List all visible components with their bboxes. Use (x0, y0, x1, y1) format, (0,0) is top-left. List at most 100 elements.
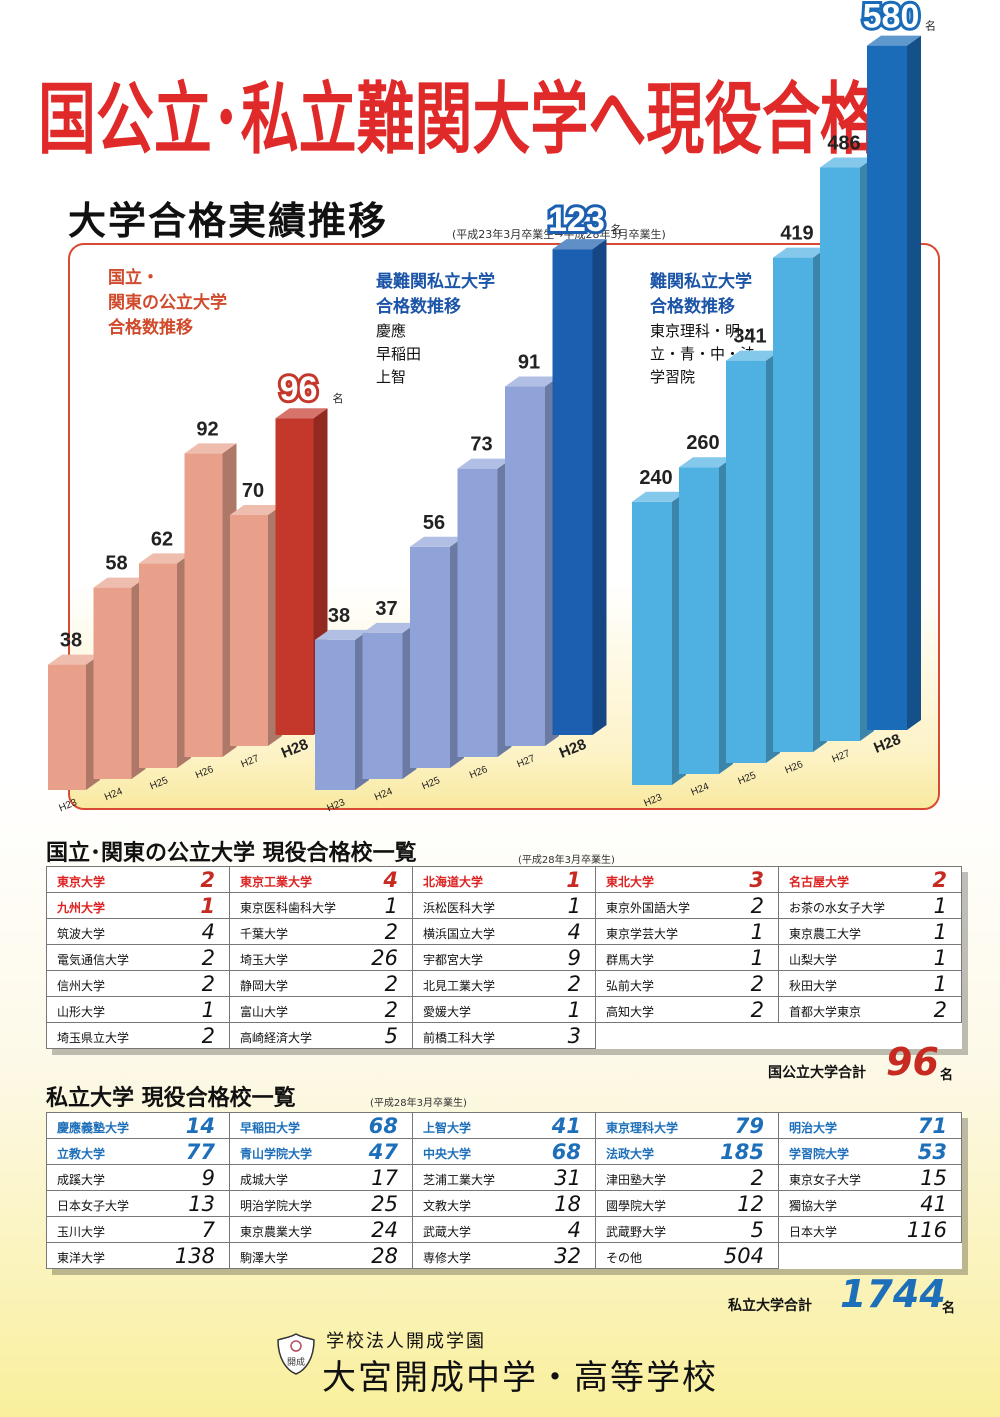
pass-count: 17 (371, 1166, 398, 1190)
university-name: 芝浦工業大学 (423, 1173, 496, 1187)
table-cell: 東洋大学 138 (47, 1243, 230, 1269)
university-name: 前橋工科大学 (423, 1031, 496, 1045)
pass-count: 5 (384, 1024, 398, 1048)
table-cell: 芝浦工業大学 31 (413, 1165, 596, 1191)
university-name: 日本女子大学 (57, 1199, 130, 1213)
bar (315, 629, 369, 790)
data-label: 38 (60, 630, 82, 652)
pass-count: 1 (384, 894, 398, 918)
pass-count: 71 (917, 1114, 947, 1138)
bar-front (139, 563, 177, 768)
university-name: 明治学院大学 (240, 1199, 313, 1213)
university-name: 静岡大学 (240, 979, 289, 993)
bar-front (632, 501, 672, 785)
pass-count: 1 (567, 894, 581, 918)
tick-label: H27 (830, 748, 852, 765)
table-cell: 東京大学 2 (47, 867, 230, 893)
data-label: 123 (548, 201, 605, 239)
table-cell: 東北大学 3 (596, 867, 779, 893)
table-cell: 青山学院大学 47 (230, 1139, 413, 1165)
university-name: 信州大学 (57, 979, 106, 993)
pass-count: 2 (201, 972, 215, 996)
pass-count: 32 (554, 1244, 581, 1268)
pass-count: 12 (737, 1192, 764, 1216)
table-cell: 成城大学 17 (230, 1165, 413, 1191)
table-cell: 群馬大学 1 (596, 945, 779, 971)
bar-group-2: 240 H23 260 H24 341 H25 419 H26 486 H27 580 名 H28 (632, 0, 936, 809)
table-cell: 筑波大学 4 (47, 919, 230, 945)
tick-label: H25 (148, 775, 170, 792)
pass-count: 14 (185, 1114, 215, 1138)
table-cell: 北見工業大学 2 (413, 971, 596, 997)
table-cell: 横浜国立大学 4 (413, 919, 596, 945)
university-name: 東京農工大学 (789, 927, 862, 941)
group-sub-top-private: 慶應 早稲田 上智 (376, 320, 421, 389)
table-cell: 日本大学 116 (779, 1217, 962, 1243)
tick-label: H28 (557, 736, 589, 762)
tick-label: H27 (515, 753, 537, 770)
university-name: 富山大学 (240, 1005, 289, 1019)
university-name: 成蹊大学 (57, 1173, 106, 1187)
table-cell: 埼玉県立大学 2 (47, 1023, 230, 1049)
bar (48, 654, 100, 790)
table-cell: 中央大学 68 (413, 1139, 596, 1165)
bar-top (362, 622, 417, 633)
tick-label: H26 (783, 759, 805, 776)
table-cell: 文教大学 18 (413, 1191, 596, 1217)
university-name: 専修大学 (423, 1251, 472, 1265)
pass-count: 9 (201, 1166, 215, 1190)
data-label: 580 (863, 0, 920, 36)
university-name: 青山学院大学 (240, 1147, 313, 1161)
university-name: 九州大学 (57, 901, 106, 915)
school-corporation: 学校法人開成学園 (326, 1331, 486, 1352)
bar (726, 350, 780, 763)
label-line: 合格数推移 (650, 297, 735, 317)
university-name: 津田塾大学 (606, 1173, 667, 1187)
pass-count: 41 (551, 1114, 581, 1138)
bar-top (679, 457, 733, 468)
bar-front (726, 360, 766, 763)
table-cell: 明治学院大学 25 (230, 1191, 413, 1217)
university-name: 日本大学 (789, 1225, 838, 1239)
data-label: 58 (105, 553, 127, 575)
university-name: 北海道大学 (423, 875, 484, 889)
pass-count: 1 (201, 998, 215, 1022)
university-name: 國學院大学 (606, 1199, 667, 1213)
table-cell: 武蔵野大学 5 (596, 1217, 779, 1243)
pass-count: 1 (933, 920, 947, 944)
bar-front (93, 587, 132, 779)
table-cell: 東京医科歯科大学 1 (230, 893, 413, 919)
unit-label: 名 (611, 222, 622, 236)
university-name: 東京農業大学 (240, 1225, 313, 1239)
pass-count: 1 (567, 998, 581, 1022)
university-name: 東京理科大学 (606, 1121, 679, 1135)
university-name: 宇都宮大学 (423, 953, 484, 967)
section-note: (平成23年3月卒業生→平成28年3月卒業生) (452, 228, 666, 241)
data-label: 240 (639, 467, 672, 489)
bar-front (315, 639, 355, 790)
bar (867, 35, 921, 731)
public-table-note: (平成28年3月卒業生) (518, 855, 615, 866)
university-name: 東京大学 (57, 875, 106, 889)
bar-top (410, 536, 464, 547)
bar-front (457, 468, 498, 757)
pass-count: 41 (920, 1192, 947, 1216)
pass-count: 2 (384, 920, 398, 944)
pass-count: 4 (567, 1218, 581, 1242)
university-name: その他 (606, 1251, 643, 1265)
table-cell: 山梨大学 1 (779, 945, 962, 971)
university-name: 文教大学 (423, 1199, 472, 1213)
bar-top (632, 491, 686, 502)
table-cell: 北海道大学 1 (413, 867, 596, 893)
university-name: 東京工業大学 (240, 875, 313, 889)
bar-side (592, 239, 607, 735)
table-cell: 宇都宮大学 9 (413, 945, 596, 971)
pass-count: 2 (932, 868, 947, 892)
pass-count: 504 (723, 1244, 764, 1268)
tick-label: H23 (57, 797, 79, 814)
table-cell: 高知大学 2 (596, 997, 779, 1023)
data-label: 56 (423, 512, 445, 534)
public-total-value: 96 (886, 1040, 939, 1084)
table-cell: 浜松医科大学 1 (413, 893, 596, 919)
table-cell: 法政大学 185 (596, 1139, 779, 1165)
